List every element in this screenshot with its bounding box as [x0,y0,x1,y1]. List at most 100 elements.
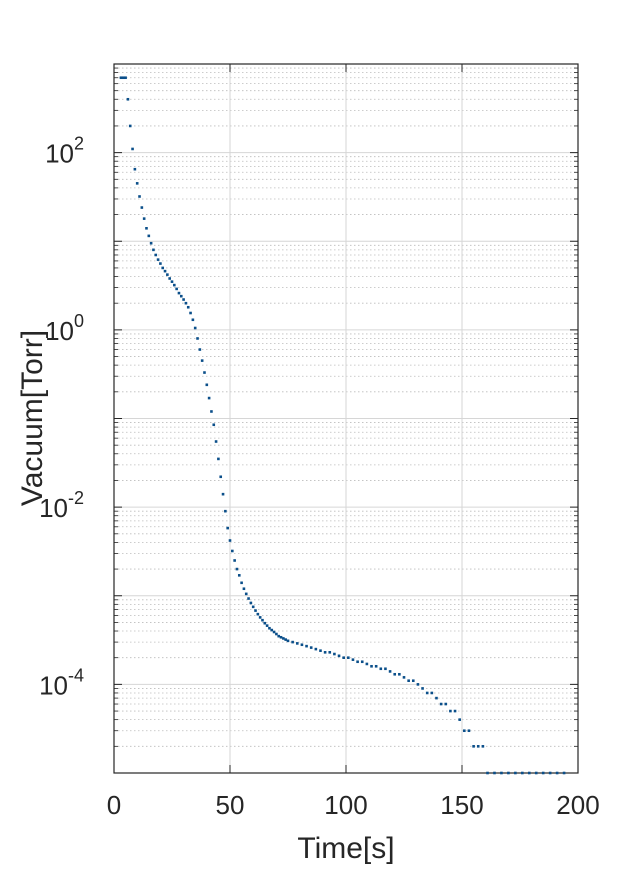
data-point [179,294,183,298]
data-point [184,301,188,305]
x-axis-title: Time[s] [297,832,394,865]
data-point [210,410,213,413]
x-tick-label: 100 [324,790,367,820]
y-axis-title: Vacuum[Torr] [16,330,49,506]
data-point [200,359,204,362]
data-point [152,248,155,252]
data-point [219,475,223,479]
data-point [217,457,220,461]
data-point [212,423,216,427]
data-point [541,771,545,775]
data-point [258,616,262,619]
data-point [305,644,308,648]
data-point [314,647,318,651]
data-point [500,771,503,775]
data-point [527,771,531,775]
data-point [562,771,566,775]
data-point [398,672,401,676]
y-tick-exponent: 0 [74,311,84,331]
data-point [133,167,137,171]
data-point [226,526,229,530]
data-point [309,646,313,649]
data-point [453,709,457,713]
data-point [233,559,236,562]
data-point [347,656,350,659]
data-point [131,147,134,151]
y-tick-exponent: -4 [68,665,84,685]
data-point [279,635,283,639]
data-point [272,630,276,634]
data-point [170,280,174,283]
data-point [235,567,239,571]
data-point [463,729,466,733]
data-point [126,97,130,101]
y-tick-exponent: -2 [68,488,84,508]
y-tick-label: 100 [45,311,84,346]
data-point [351,658,355,661]
data-point [439,702,443,706]
y-tick-exponent: 2 [74,134,84,154]
data-point [467,729,471,733]
data-point [481,745,485,748]
data-point [323,651,327,654]
data-point [370,664,373,668]
data-point [186,305,190,309]
data-point [154,253,158,257]
data-point [138,195,141,198]
data-point [286,639,290,643]
x-tick-label: 0 [107,790,121,820]
data-point [486,771,489,775]
data-point [393,672,397,676]
data-point [328,651,332,654]
data-point [203,371,206,374]
data-point [521,771,524,775]
data-points [119,76,566,775]
data-point [476,745,480,748]
data-point [319,649,322,652]
data-point [166,273,169,276]
data-point [168,277,171,280]
data-point [198,348,202,351]
data-point [514,771,517,775]
data-point [254,609,257,612]
data-point [140,206,144,209]
data-point [472,745,475,748]
data-point [121,76,125,80]
data-point [261,618,264,622]
data-point [555,771,559,775]
data-point [360,660,364,664]
data-point [356,660,359,664]
data-point [407,679,410,683]
data-point [182,298,185,301]
data-point [124,76,127,80]
data-point [275,632,278,636]
data-point [196,337,199,340]
data-point [256,612,260,616]
y-tick-base: 10 [39,670,68,700]
y-tick-label: 102 [45,134,84,169]
data-point [388,670,392,673]
data-point [284,638,287,641]
data-point [449,709,452,713]
data-point [249,601,253,605]
data-point [270,628,274,632]
data-point [268,626,271,630]
y-tick-base: 10 [39,493,68,523]
data-point [277,634,281,638]
axis-ticks [113,63,579,774]
data-point [191,318,195,322]
x-tick-label: 50 [216,790,245,820]
data-point [548,771,552,775]
data-point [221,492,225,496]
data-point [142,217,146,220]
data-point [295,642,299,645]
x-tick-label: 150 [440,790,483,820]
data-point [384,667,387,671]
data-point [175,287,178,291]
data-point [342,656,345,659]
data-point [435,696,438,700]
data-point [135,182,139,185]
data-point [163,269,167,273]
data-point [149,241,153,245]
